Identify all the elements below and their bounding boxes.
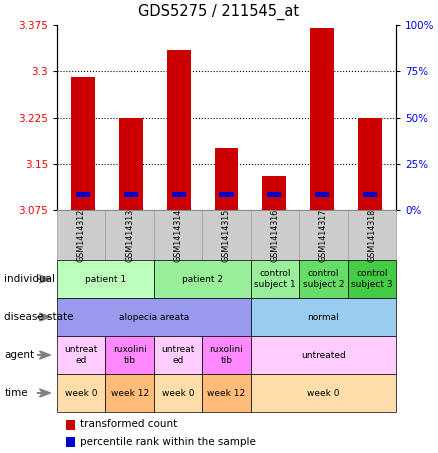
Text: week 0: week 0 xyxy=(65,389,98,397)
Bar xyxy=(124,193,138,197)
Bar xyxy=(315,193,329,197)
Text: GSM1414318: GSM1414318 xyxy=(367,208,376,262)
Text: GSM1414313: GSM1414313 xyxy=(125,208,134,262)
Text: ruxolini
tib: ruxolini tib xyxy=(113,345,147,365)
Text: week 12: week 12 xyxy=(110,389,149,397)
Text: control
subject 3: control subject 3 xyxy=(351,269,392,289)
Text: transformed count: transformed count xyxy=(80,419,177,429)
Text: disease state: disease state xyxy=(4,312,74,322)
Text: patient 2: patient 2 xyxy=(182,275,223,284)
Bar xyxy=(363,193,377,197)
Text: week 0: week 0 xyxy=(162,389,194,397)
Bar xyxy=(267,193,281,197)
Text: control
subject 1: control subject 1 xyxy=(254,269,296,289)
Text: GSM1414316: GSM1414316 xyxy=(270,208,279,262)
Text: time: time xyxy=(4,388,28,398)
Text: GDS5275 / 211545_at: GDS5275 / 211545_at xyxy=(138,4,300,20)
Bar xyxy=(310,28,334,210)
Text: week 12: week 12 xyxy=(208,389,246,397)
Bar xyxy=(167,50,191,210)
Text: untreat
ed: untreat ed xyxy=(64,345,98,365)
Text: GSM1414312: GSM1414312 xyxy=(77,208,86,262)
Bar xyxy=(71,77,95,210)
Text: week 0: week 0 xyxy=(307,389,339,397)
Bar xyxy=(76,193,90,197)
Text: ruxolini
tib: ruxolini tib xyxy=(210,345,244,365)
Bar xyxy=(358,117,381,210)
Text: normal: normal xyxy=(307,313,339,322)
Text: untreat
ed: untreat ed xyxy=(161,345,195,365)
Text: individual: individual xyxy=(4,274,55,284)
Bar xyxy=(262,176,286,210)
Text: patient 1: patient 1 xyxy=(85,275,126,284)
Bar xyxy=(172,193,186,197)
Bar xyxy=(215,148,238,210)
Text: control
subject 2: control subject 2 xyxy=(303,269,344,289)
Text: untreated: untreated xyxy=(301,351,346,360)
Text: alopecia areata: alopecia areata xyxy=(119,313,189,322)
Bar xyxy=(219,193,233,197)
Text: agent: agent xyxy=(4,350,35,360)
Text: percentile rank within the sample: percentile rank within the sample xyxy=(80,437,256,447)
Text: GSM1414314: GSM1414314 xyxy=(173,208,183,262)
Text: GSM1414317: GSM1414317 xyxy=(319,208,328,262)
Bar xyxy=(119,117,143,210)
Text: GSM1414315: GSM1414315 xyxy=(222,208,231,262)
